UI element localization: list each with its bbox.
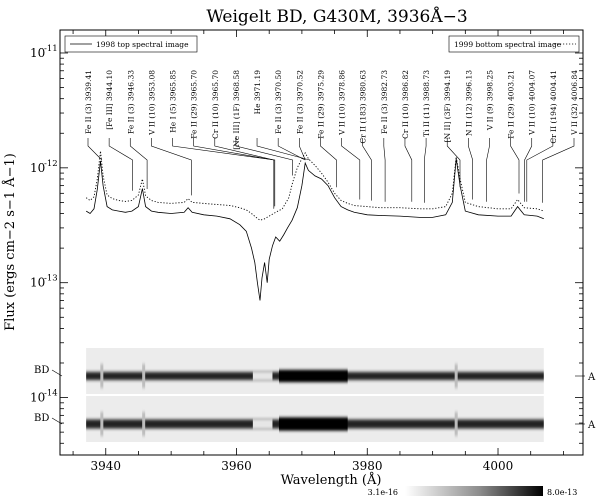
- spectral-image-bright-region: [279, 417, 348, 431]
- line-id-leader: [214, 138, 275, 209]
- spectral-image-line-feature: [100, 364, 104, 388]
- line-id-label: Fe II (3) 3946.33: [126, 70, 135, 134]
- line-id-label: Cr II (10) 3965.70: [211, 70, 220, 139]
- spectral-image-line-feature: [142, 364, 146, 388]
- line-id-label: Fe II (3) 3970.52: [295, 70, 304, 134]
- line-identifications: Fe II (3) 3939.41 [Fe III] 3944.10 Fe II (…: [84, 70, 579, 209]
- line-id-leader: [277, 138, 306, 161]
- line-id-label: V II (10) 3978.86: [338, 70, 347, 136]
- line-id-leader: [341, 138, 361, 200]
- x-axis-label: Wavelength (Å): [281, 472, 382, 488]
- line-id-leader: [542, 138, 575, 203]
- spectral-image-bright-region: [279, 370, 348, 382]
- line-id-leader: [129, 138, 148, 189]
- line-id-label: V II (10) 4004.07: [528, 70, 537, 136]
- legend-box-right: [448, 35, 580, 53]
- line-id-label: V II (10) 3953.08: [147, 70, 156, 136]
- spectral-image-line-feature: [454, 364, 458, 388]
- y-tick-exponent: -11: [44, 44, 58, 54]
- spectral-image-line-feature: [100, 412, 104, 436]
- x-tick-label: 3960: [221, 459, 252, 473]
- line-id-label: Ti II (11) 3988.73: [422, 70, 431, 137]
- legend-label-1999: 1999 bottom spectral image: [454, 40, 562, 49]
- image-label-bd-leader: [51, 417, 63, 425]
- line-id-leader: [172, 138, 276, 207]
- legend: 1998 top spectral image 1999 bottom spec…: [64, 35, 580, 53]
- colorbar-gradient: [405, 486, 543, 496]
- image-label-bd: BD: [34, 365, 49, 376]
- line-id-label: [N II] (3F) 3994.19: [443, 70, 452, 143]
- x-tick-label: 3980: [352, 459, 383, 473]
- line-id-label: He 3971.19: [253, 70, 262, 115]
- y-tick-exponent: -13: [44, 274, 58, 284]
- line-id-label: He I (5) 3965.85: [169, 70, 178, 133]
- line-id-leader: [510, 138, 520, 194]
- spectral-image-gap: [252, 371, 273, 381]
- line-id-leader: [383, 138, 386, 202]
- plot-frame: [59, 29, 584, 456]
- y-axis-label: Flux (ergs cm−2 s−1 Å−1): [2, 153, 18, 331]
- y-tick-label: 10: [30, 391, 45, 405]
- y-tick-label: 10: [30, 161, 45, 175]
- line-id-label: Cr II (183) 3980.63: [359, 70, 368, 144]
- line-id-leader: [256, 138, 310, 161]
- line-id-label: V II (32) 4006.84: [570, 70, 579, 136]
- line-id-label: Fe II (29) 3975.29: [316, 70, 325, 139]
- legend-label-1998: 1998 top spectral image: [96, 40, 189, 49]
- series-line-1998: [85, 158, 544, 301]
- line-id-label: Cr II (10) 3986.82: [401, 70, 410, 139]
- image-label-a: A: [587, 420, 596, 431]
- legend-box-left: [64, 35, 198, 53]
- x-axis-ticks: 3940 3960 3980 4000: [72, 30, 564, 473]
- line-id-leader: [424, 138, 427, 203]
- line-id-label: Fe II (3) 3939.41: [84, 70, 93, 134]
- line-id-label: Fe II (29) 3965.70: [190, 70, 199, 139]
- line-id-leader: [524, 138, 533, 202]
- line-id-leader: [526, 138, 554, 202]
- line-id-label: [Ne III] (1F) 3968.58: [232, 70, 241, 150]
- line-id-leader: [108, 138, 133, 191]
- line-id-leader: [486, 138, 490, 202]
- line-id-leader: [235, 138, 293, 176]
- line-id-label: N II (12) 3996.13: [464, 70, 473, 136]
- spectral-images: [86, 348, 544, 442]
- spectral-image-line-feature: [142, 412, 146, 436]
- line-id-label: Cr II (194) 4004.41: [549, 70, 558, 144]
- spectra-series: [85, 151, 544, 301]
- line-id-label: Fe II (3) 3970.50: [274, 70, 283, 134]
- spectral-image-gap: [252, 418, 273, 430]
- line-id-label: V II (9) 3998.25: [485, 70, 494, 131]
- line-id-leader: [404, 138, 413, 202]
- line-id-leader: [151, 138, 192, 196]
- line-id-label: [Fe III] 3944.10: [105, 70, 114, 130]
- colorbar-max-label: 8.0e-13: [547, 488, 577, 497]
- image-label-bd: BD: [34, 413, 49, 424]
- x-tick-label: 3940: [90, 459, 121, 473]
- line-id-leader: [468, 138, 473, 200]
- x-tick-label: 4000: [483, 459, 514, 473]
- image-label-bd-leader: [51, 369, 63, 377]
- line-id-leader: [446, 138, 461, 188]
- y-tick-label: 10: [30, 46, 45, 60]
- colorbar: 3.1e-16 8.0e-13: [368, 486, 577, 497]
- line-id-label: Fe II (3) 3982.73: [380, 70, 389, 134]
- chart-title: Weigelt BD, G430M, 3936Å−3: [206, 6, 467, 27]
- line-id-leader: [362, 138, 372, 201]
- y-tick-label: 10: [30, 276, 45, 290]
- line-id-leader: [320, 138, 337, 188]
- colorbar-min-label: 3.1e-16: [368, 488, 398, 497]
- y-tick-exponent: -14: [44, 389, 58, 399]
- y-tick-exponent: -12: [44, 159, 58, 169]
- series-line-1999: [85, 151, 544, 221]
- line-id-label: Fe II (29) 4003.21: [507, 70, 516, 139]
- line-id-leader: [87, 138, 103, 161]
- line-id-leader: [299, 138, 306, 161]
- image-label-a: A: [587, 372, 596, 383]
- spectral-image-line-feature: [454, 412, 458, 436]
